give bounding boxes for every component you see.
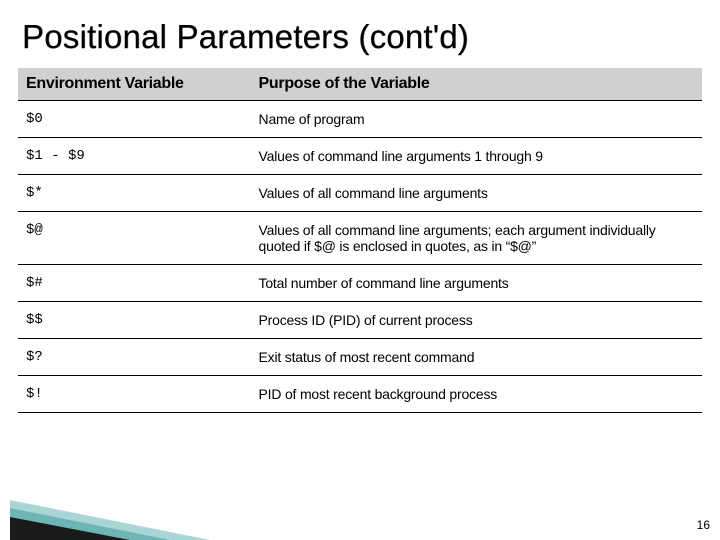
page-title: Positional Parameters (cont'd) bbox=[18, 18, 702, 56]
variable-cell: $$ bbox=[18, 302, 251, 339]
table-row: $$ Process ID (PID) of current process bbox=[18, 302, 702, 339]
table-row: $1 - $9 Values of command line arguments… bbox=[18, 138, 702, 175]
col-header-variable: Environment Variable bbox=[18, 68, 251, 101]
table-header-row: Environment Variable Purpose of the Vari… bbox=[18, 68, 702, 101]
purpose-cell: Values of all command line arguments; ea… bbox=[251, 212, 702, 265]
table-row: $@ Values of all command line arguments;… bbox=[18, 212, 702, 265]
variable-cell: $? bbox=[18, 339, 251, 376]
page-number: 16 bbox=[697, 518, 710, 532]
table-row: $? Exit status of most recent command bbox=[18, 339, 702, 376]
table-row: $# Total number of command line argument… bbox=[18, 265, 702, 302]
variable-cell: $0 bbox=[18, 101, 251, 138]
table-row: $! PID of most recent background process bbox=[18, 376, 702, 413]
variable-cell: $# bbox=[18, 265, 251, 302]
purpose-cell: PID of most recent background process bbox=[251, 376, 702, 413]
variable-cell: $1 - $9 bbox=[18, 138, 251, 175]
table-row: $0 Name of program bbox=[18, 101, 702, 138]
purpose-cell: Name of program bbox=[251, 101, 702, 138]
purpose-cell: Values of command line arguments 1 throu… bbox=[251, 138, 702, 175]
variable-cell: $@ bbox=[18, 212, 251, 265]
col-header-purpose: Purpose of the Variable bbox=[251, 68, 702, 101]
table-row: $* Values of all command line arguments bbox=[18, 175, 702, 212]
purpose-cell: Process ID (PID) of current process bbox=[251, 302, 702, 339]
slide-decoration-icon bbox=[10, 450, 270, 540]
purpose-cell: Total number of command line arguments bbox=[251, 265, 702, 302]
variable-cell: $* bbox=[18, 175, 251, 212]
purpose-cell: Values of all command line arguments bbox=[251, 175, 702, 212]
variable-cell: $! bbox=[18, 376, 251, 413]
purpose-cell: Exit status of most recent command bbox=[251, 339, 702, 376]
parameters-table: Environment Variable Purpose of the Vari… bbox=[18, 68, 702, 413]
